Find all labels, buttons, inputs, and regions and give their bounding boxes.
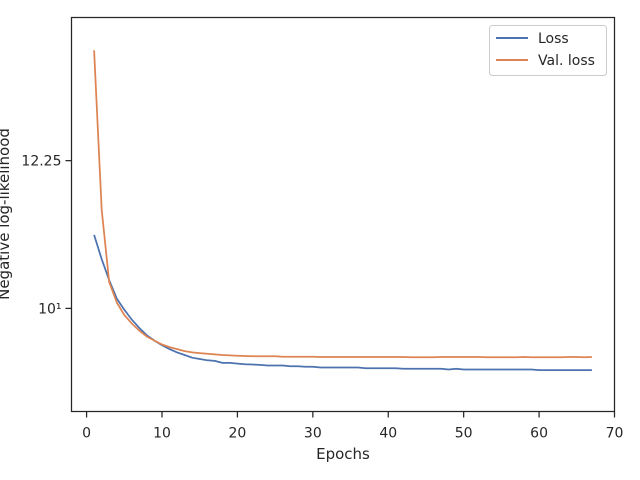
x-tick-label: 50 — [455, 426, 473, 442]
legend-label-val-loss: Val. loss — [538, 53, 595, 69]
series-line-loss — [93, 234, 592, 371]
x-tick-label: 30 — [304, 426, 322, 442]
y-tick-label: 10¹ — [38, 301, 61, 317]
x-tick-label: 70 — [606, 426, 624, 442]
y-tick-label: 12.25 — [21, 154, 61, 170]
x-tick-label: 60 — [530, 426, 548, 442]
axis-ticks: 0 10 20 30 40 50 60 70 10¹ 12.25 — [21, 154, 623, 442]
x-axis-label: Epochs — [316, 445, 370, 463]
series-lines — [93, 50, 592, 371]
x-tick-label: 20 — [229, 426, 247, 442]
legend-label-loss: Loss — [538, 31, 569, 47]
y-axis-label: Negative log-likelihood — [0, 128, 13, 300]
x-tick-label: 10 — [153, 426, 171, 442]
plot-frame — [70, 16, 616, 413]
legend: Loss Val. loss — [489, 25, 607, 76]
x-tick-label: 0 — [82, 426, 91, 442]
series-line-val-loss — [93, 50, 592, 359]
x-tick-label: 40 — [379, 426, 397, 442]
